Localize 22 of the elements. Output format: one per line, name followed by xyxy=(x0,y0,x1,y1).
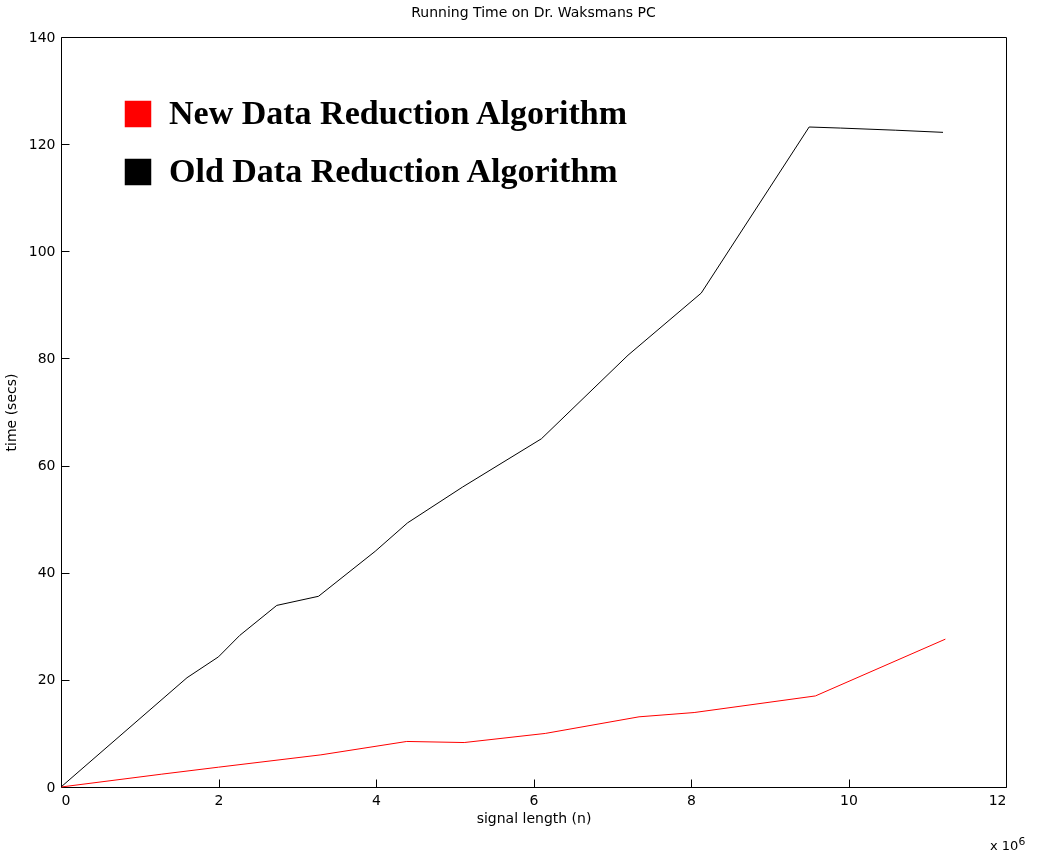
line-series xyxy=(60,638,946,788)
y-tick-label: 20 xyxy=(37,671,56,688)
x-tick-label: 4 xyxy=(372,791,382,808)
x-tick-label: 12 xyxy=(988,791,1007,808)
text: x 10$^{6}$ xyxy=(990,835,1026,854)
x-tick-label: 0 xyxy=(61,791,71,808)
chart-title: Running Time on Dr. Waksmans PC xyxy=(411,4,656,20)
y-tick-label: 40 xyxy=(37,564,56,581)
x-tick-label: 10 xyxy=(840,791,858,808)
x-tick-label: 8 xyxy=(687,791,696,808)
y-tick-label: 80 xyxy=(37,349,56,366)
y-tick-label: 120 xyxy=(28,135,56,152)
x-tick-label: 2 xyxy=(214,791,224,808)
y-tick-label: 140 xyxy=(28,28,56,45)
legend-label: New Data Reduction Algorithm xyxy=(169,94,628,131)
legend-label: Old Data Reduction Algorithm xyxy=(169,152,618,189)
x-tick-label: 6 xyxy=(529,791,539,808)
y-tick-label: 60 xyxy=(37,457,56,474)
y-tick-label: 0 xyxy=(46,778,56,795)
y-tick-label: 100 xyxy=(28,242,56,259)
y-axis-title: time (secs) xyxy=(2,373,19,452)
x-axis-title: signal length (n) xyxy=(476,809,592,826)
